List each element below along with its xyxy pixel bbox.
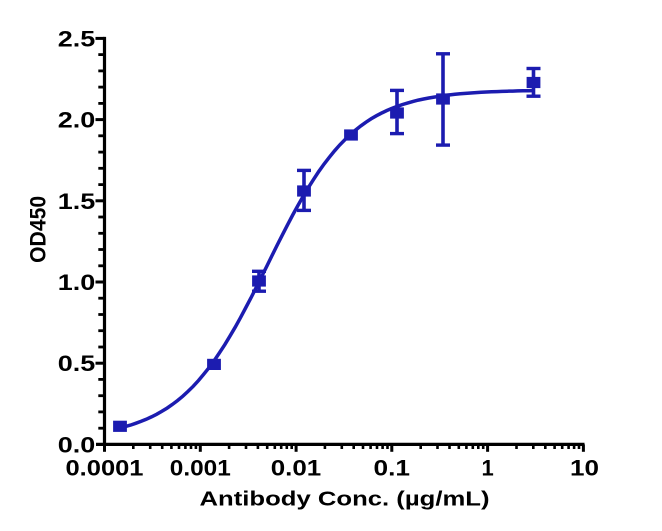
- svg-text:0.01: 0.01: [271, 456, 322, 481]
- svg-text:2.5: 2.5: [58, 26, 96, 51]
- svg-text:0.1: 0.1: [374, 456, 411, 481]
- svg-text:Antibody Conc. (µg/mL): Antibody Conc. (µg/mL): [200, 489, 490, 511]
- svg-text:0.0: 0.0: [58, 432, 96, 457]
- svg-text:0.5: 0.5: [58, 351, 96, 376]
- svg-text:0.001: 0.001: [170, 456, 231, 481]
- svg-text:0.0001: 0.0001: [66, 456, 144, 481]
- svg-text:1.0: 1.0: [58, 270, 96, 295]
- svg-text:1.5: 1.5: [58, 189, 96, 214]
- svg-text:10: 10: [570, 456, 599, 481]
- svg-text:2.0: 2.0: [58, 108, 96, 133]
- svg-text:1: 1: [481, 456, 493, 481]
- svg-text:OD450: OD450: [26, 196, 51, 263]
